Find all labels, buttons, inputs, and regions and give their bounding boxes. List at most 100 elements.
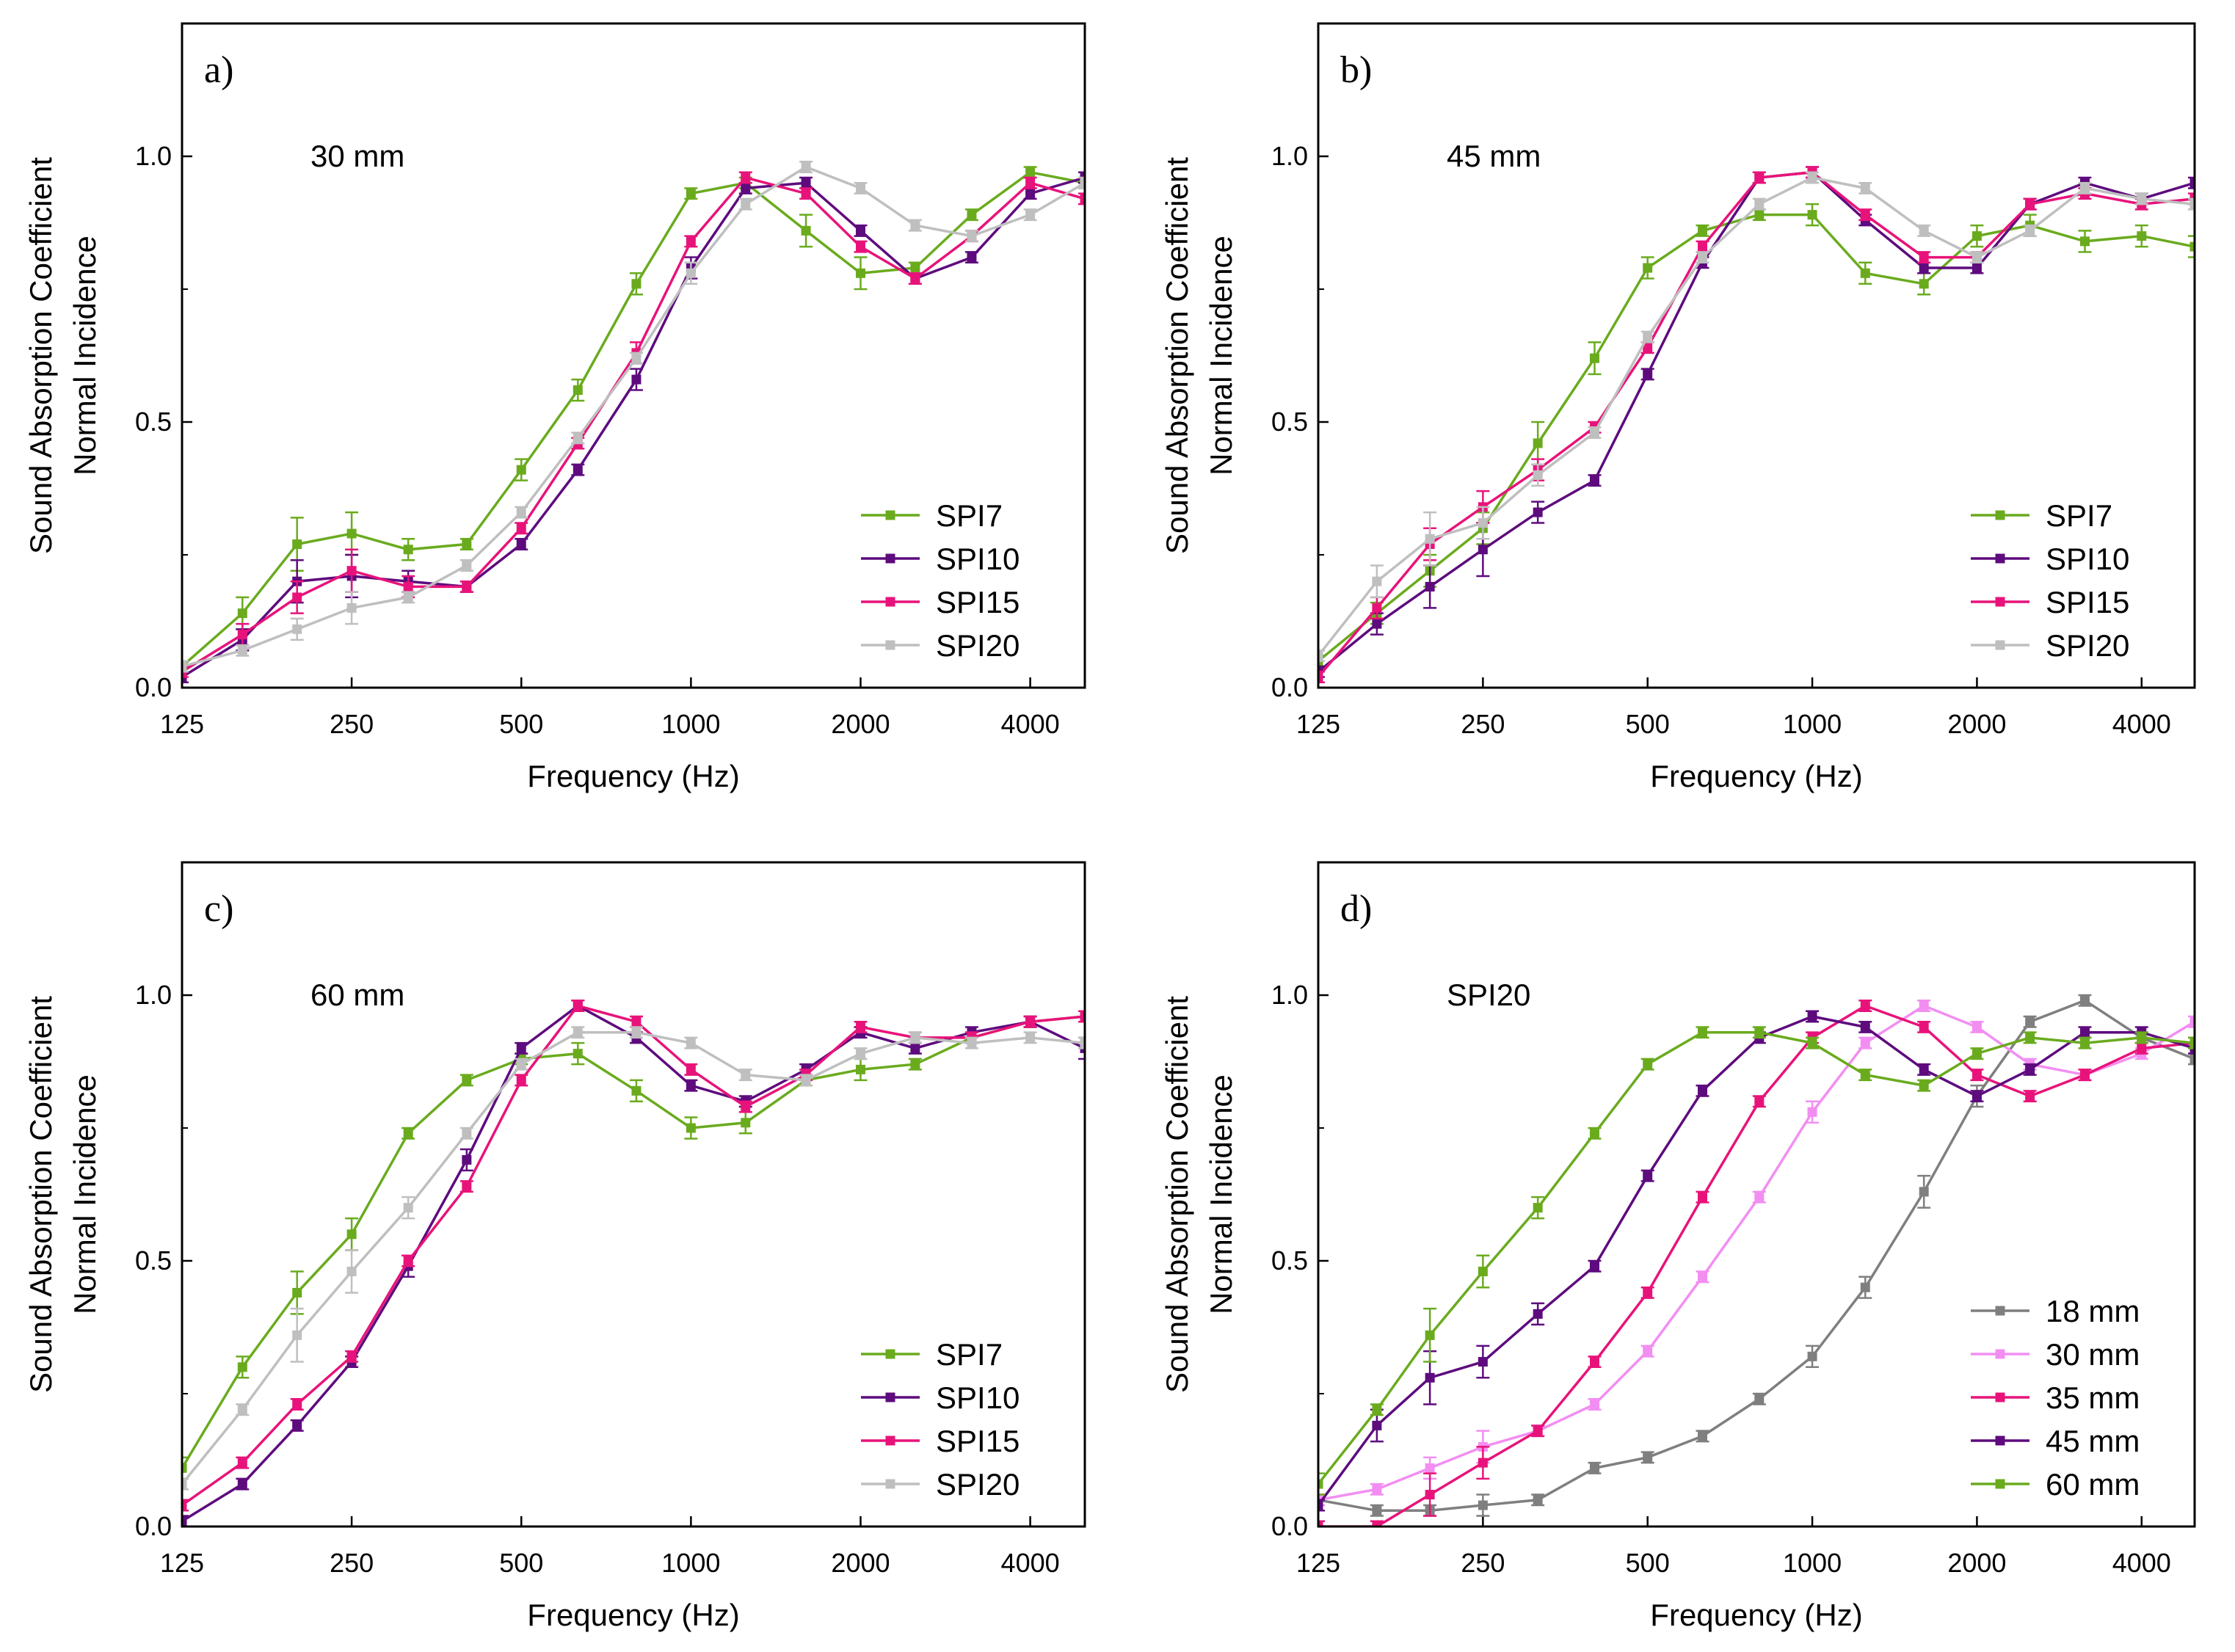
data-point [1971,231,1982,241]
legend-swatch-marker [1995,1306,2005,1316]
data-point [1919,1187,1929,1197]
data-point [631,374,642,385]
data-point [1643,263,1653,273]
data-point [2137,194,2147,204]
data-point [237,1458,247,1468]
data-point [1318,1521,1323,1527]
data-point [2189,1054,2195,1064]
data-point [403,1128,413,1138]
legend-label: SPI20 [2046,628,2129,663]
data-point [1533,1426,1543,1436]
data-point [403,1203,413,1213]
data-point [403,581,413,592]
data-point [292,624,302,634]
data-point [801,1075,811,1085]
data-point [1478,1458,1488,1468]
data-point [1860,1022,1870,1032]
x-tick-label: 125 [160,1548,204,1578]
legend-label: SPI7 [2046,498,2112,533]
data-point [1478,1266,1488,1276]
legend: SPI7 SPI10 SPI15 SPI20 [1971,498,2129,663]
data-point [1025,210,1036,220]
legend-label: SPI10 [936,1380,1020,1415]
panel-annotation: 45 mm [1447,139,1541,173]
data-point [910,274,920,284]
data-point [855,268,865,278]
data-point [182,1500,187,1510]
data-point [1860,1282,1870,1292]
data-point [1425,1490,1435,1500]
legend-label: SPI20 [936,628,1020,663]
x-tick-label: 500 [499,1548,543,1578]
data-point [462,1075,472,1085]
x-tick-label: 125 [1296,709,1340,739]
data-point [1643,1346,1653,1356]
data-point [1643,332,1653,342]
legend-swatch-marker [885,1349,895,1359]
data-point [462,539,472,550]
data-point [573,385,583,396]
data-point [2025,1091,2035,1102]
data-point [1971,252,1982,263]
data-point [1372,1505,1382,1515]
series-spi20 [182,1026,1085,1491]
data-point [1589,353,1599,363]
data-point [1971,1022,1982,1032]
data-point [1807,1351,1817,1361]
x-tick-label: 2000 [831,1548,890,1578]
data-point [1589,1399,1599,1409]
data-point [346,1351,357,1361]
data-point [1807,210,1817,220]
data-point [2189,1038,2195,1048]
data-point [1971,1049,1982,1059]
data-point [1080,178,1085,188]
y-tick-label: 1.0 [1271,980,1308,1010]
data-point [573,1000,583,1011]
legend-label: 60 mm [2046,1467,2140,1502]
data-point [2025,199,2035,209]
data-point [910,220,920,230]
x-tick-label: 4000 [1001,709,1060,739]
data-point [237,608,247,619]
y-tick-label: 0.5 [135,1245,172,1276]
data-point [1478,545,1488,555]
data-point [403,1256,413,1266]
y-axis-label: Sound Absorption Coefficient [23,157,58,554]
legend-swatch-marker [885,640,895,650]
data-point [801,189,811,199]
data-point [1025,189,1036,199]
data-point [855,241,865,252]
plot-frame [181,861,1086,1528]
x-tick-label: 250 [1461,1548,1505,1578]
y-tick-label: 0.0 [135,1511,172,1541]
data-point [2079,995,2090,1005]
y-axis-label: Sound Absorption Coefficient [23,996,58,1393]
data-point [403,592,413,603]
y-tick-label: 0.5 [135,407,172,437]
data-point [1025,167,1036,178]
data-point [182,1463,187,1473]
data-point [1754,1192,1765,1202]
data-point [855,183,865,193]
data-point [801,225,811,236]
legend-label: SPI15 [936,585,1020,619]
data-point [1425,1330,1435,1340]
data-point [1372,1484,1382,1494]
data-point [237,630,247,640]
data-point [1698,225,1708,236]
data-point [1698,1085,1708,1096]
data-point [1318,1479,1323,1489]
panel-annotation: 60 mm [310,978,404,1012]
data-point [686,236,696,247]
legend-label: SPI15 [936,1424,1020,1458]
legend-label: 30 mm [2046,1337,2140,1372]
data-point [2025,225,2035,236]
data-point [1919,1064,1929,1074]
data-point [1919,1000,1929,1011]
data-point [1372,1405,1382,1415]
y-tick-label: 0.0 [135,672,172,702]
data-point [1919,263,1929,273]
data-point [631,353,642,363]
series-60-mm [1318,1026,2195,1496]
